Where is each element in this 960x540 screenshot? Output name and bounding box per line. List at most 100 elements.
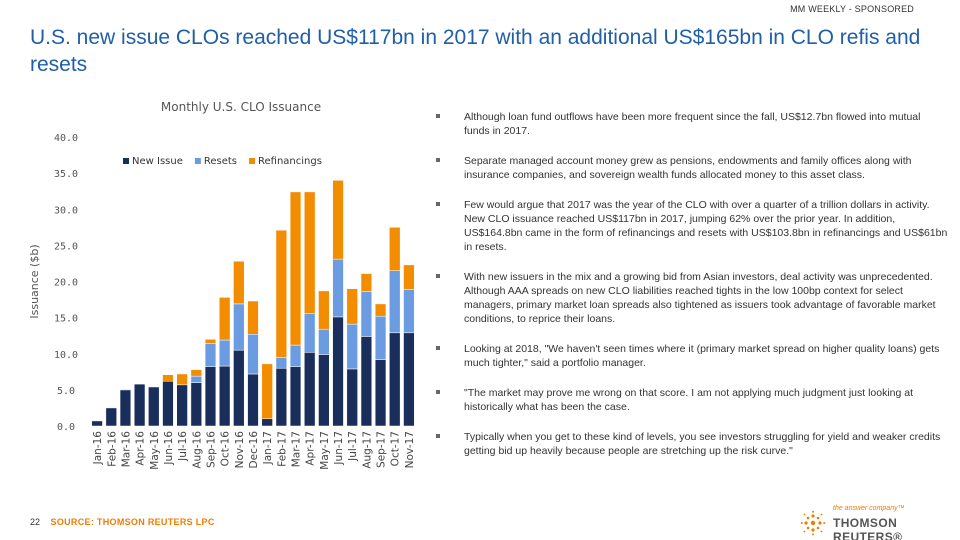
legend-swatch: [249, 158, 256, 164]
bullet-text: Typically when you get to these kind of …: [464, 431, 941, 457]
bullet-item: With new issuers in the mix and a growin…: [436, 270, 948, 326]
x-tick-label: Feb-17: [276, 431, 288, 467]
bar-new-issue: [261, 418, 273, 427]
bullet-text: Although loan fund outflows have been mo…: [464, 111, 921, 137]
x-tick-label: May-16: [149, 431, 161, 470]
bar-resets: [304, 313, 316, 353]
x-tick-label: Aug-16: [191, 431, 203, 469]
legend-swatch: [194, 158, 201, 164]
bar-refinancings: [176, 373, 188, 386]
bar-new-issue: [346, 368, 358, 427]
bar-new-issue: [275, 367, 287, 427]
x-tick-label: Jan-16: [92, 431, 104, 466]
bullet-text: Looking at 2018, "We haven't seen times …: [464, 343, 940, 369]
bar-refinancings: [318, 290, 330, 330]
y-tick-label: 20.0: [54, 278, 78, 289]
bar-resets: [374, 315, 387, 360]
legend-label: Resets: [204, 156, 237, 167]
y-tick-label: 25.0: [54, 241, 78, 252]
bar-new-issue: [162, 380, 174, 427]
bar-new-issue: [204, 366, 217, 427]
x-tick-label: Dec-16: [248, 431, 260, 469]
bar-refinancings: [275, 229, 287, 358]
bar-new-issue: [133, 383, 146, 427]
x-tick-label: Oct-16: [220, 431, 232, 467]
x-tick-label: Apr-17: [305, 431, 317, 466]
bar-refinancings: [162, 374, 174, 382]
x-tick-label: Apr-16: [135, 431, 147, 466]
y-tick-label: 35.0: [54, 169, 78, 180]
header-tag: MM WEEKLY - SPONSORED: [790, 4, 914, 14]
bar-new-issue: [148, 386, 160, 427]
legend-label: New Issue: [132, 156, 183, 167]
bullet-item: Although loan fund outflows have been mo…: [436, 110, 948, 138]
bar-resets: [190, 375, 202, 383]
logo-tagline: the answer company™: [833, 505, 905, 512]
source-note: SOURCE: THOMSON REUTERS LPC: [50, 517, 215, 527]
bar-resets: [275, 357, 287, 369]
bar-new-issue: [318, 354, 330, 427]
x-tick-label: Mar-16: [120, 431, 132, 468]
bar-resets: [247, 333, 259, 375]
y-tick-label: 10.0: [54, 350, 78, 361]
x-tick-label: May-17: [319, 431, 331, 470]
clo-issuance-chart: Monthly U.S. CLO Issuance 0.0 5.0 10.0 15.0 2…: [28, 100, 416, 470]
bar-new-issue: [176, 384, 188, 427]
x-tick-label: Jan-17: [262, 431, 274, 465]
bar-refinancings: [261, 363, 273, 420]
bar-refinancings: [247, 300, 259, 335]
bar-new-issue: [289, 366, 302, 427]
bar-new-issue: [389, 332, 401, 427]
y-tick-label: 0.0: [57, 422, 75, 433]
page-title: U.S. new issue CLOs reached US$117bn in …: [30, 26, 921, 76]
x-tick-label: Jun-17: [333, 431, 345, 466]
bar-refinancings: [119, 388, 132, 391]
bar-refinancings: [233, 261, 245, 305]
page-number: 22: [30, 517, 41, 527]
bar-new-issue: [105, 407, 117, 427]
x-tick-label: Nov-17: [404, 431, 416, 468]
bar-new-issue: [119, 389, 132, 427]
bullet-dot-icon: [436, 390, 440, 394]
bullet-dot-icon: [436, 274, 440, 278]
bar-new-issue: [403, 332, 415, 427]
bar-resets: [346, 323, 358, 370]
bar-refinancings: [219, 297, 231, 341]
y-tick-label: 15.0: [54, 314, 78, 325]
x-tick-label: Nov-16: [234, 431, 246, 469]
x-tick-label: Sep-16: [205, 431, 217, 468]
bullet-text: "The market may prove me wrong on that s…: [464, 387, 914, 413]
bullet-dot-icon: [436, 346, 440, 350]
y-tick-label: 5.0: [57, 386, 75, 397]
bullet-text: With new issuers in the mix and a growin…: [464, 271, 936, 325]
bar-refinancings: [374, 303, 387, 317]
bullet-item: Typically when you get to these kind of …: [436, 430, 948, 458]
bar-new-issue: [360, 336, 373, 427]
bullet-item: "The market may prove me wrong on that s…: [436, 386, 948, 414]
x-tick-label: Jul-16: [177, 431, 189, 462]
bar-resets: [233, 303, 245, 351]
bar-new-issue: [332, 316, 344, 427]
bullet-text: Separate managed account money grew as p…: [464, 155, 912, 181]
bar-refinancings: [346, 288, 358, 325]
bar-new-issue: [219, 365, 231, 427]
bar-refinancings: [204, 339, 217, 344]
x-tick-label: Oct-17: [390, 431, 402, 466]
bullet-dot-icon: [436, 434, 440, 438]
bar-resets: [360, 291, 373, 337]
bullet-item: Few would argue that 2017 was the year o…: [436, 198, 948, 254]
bar-refinancings: [389, 227, 401, 271]
chart-title: Monthly U.S. CLO Issuance: [161, 100, 321, 114]
bullet-dot-icon: [436, 158, 440, 162]
bar-new-issue: [91, 420, 103, 427]
x-tick-label: Jul-17: [347, 431, 359, 462]
bar-refinancings: [360, 273, 373, 292]
bar-refinancings: [332, 180, 344, 260]
bullet-item: Separate managed account money grew as p…: [436, 154, 948, 182]
bar-new-issue: [190, 382, 202, 427]
chart-area: Monthly U.S. CLO Issuance 0.0 5.0 10.0 15.0 2…: [0, 90, 430, 490]
bar-resets: [289, 344, 302, 368]
bar-resets: [204, 343, 217, 368]
bar-resets: [318, 328, 330, 355]
logo-mark-icon: [800, 510, 826, 536]
